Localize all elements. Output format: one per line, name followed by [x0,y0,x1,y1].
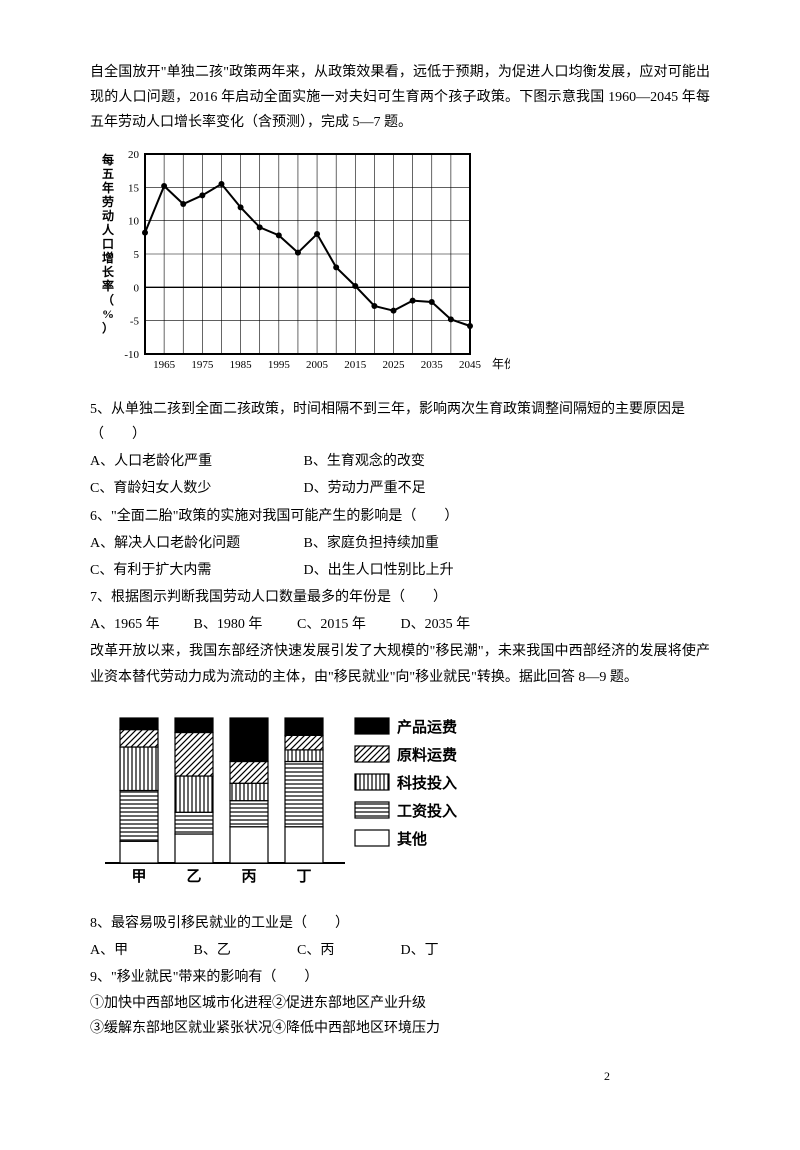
q7-opt-d: D、2035 年 [401,612,501,637]
svg-text:动: 动 [102,209,114,223]
labor-growth-chart: -10 -5 0 5 10 15 20 1965 1975 1985 1995 2005 2015 202… [90,144,710,393]
svg-text:20: 20 [128,149,140,161]
svg-text:口: 口 [102,237,114,251]
svg-text:-5: -5 [130,315,140,327]
svg-text:人: 人 [102,222,115,237]
svg-text:甲: 甲 [131,868,146,885]
svg-text:-10: -10 [124,349,139,361]
q8-opt-d: D、丁 [401,938,501,963]
svg-text:工资投入: 工资投入 [397,802,457,820]
svg-text:1975: 1975 [191,359,214,371]
svg-text:15: 15 [128,182,140,194]
q5-options-row1: A、人口老龄化严重 B、生育观念的改变 [90,449,710,474]
svg-text:2045: 2045 [459,359,482,371]
q6-options-row2: C、有利于扩大内需 D、出生人口性别比上升 [90,558,710,583]
svg-text:2015: 2015 [344,359,367,371]
q7-stem: 7、根据图示判断我国劳动人口数量最多的年份是（ ） [90,585,710,610]
q7-opt-b: B、1980 年 [194,612,294,637]
svg-text:年份: 年份 [492,357,510,371]
q6-opt-a: A、解决人口老龄化问题 [90,531,300,556]
intro-text-2: 改革开放以来，我国东部经济快速发展引发了大规模的"移民潮"，未来我国中西部经济的… [90,639,710,689]
page-number: 2 [604,1066,610,1088]
q9-line1: ①加快中西部地区城市化进程②促进东部地区产业升级 [90,991,710,1016]
q5-opt-c: C、育龄妇女人数少 [90,476,300,501]
q8-opt-c: C、丙 [297,938,397,963]
svg-text:10: 10 [128,215,140,227]
q9-line2: ③缓解东部地区就业紧张状况④降低中西部地区环境压力 [90,1016,710,1041]
q5-opt-a: A、人口老龄化严重 [90,449,300,474]
svg-text:2025: 2025 [383,359,406,371]
q5-options-row2: C、育龄妇女人数少 D、劳动力严重不足 [90,476,710,501]
svg-text:劳: 劳 [102,194,114,209]
q6-options-row1: A、解决人口老龄化问题 B、家庭负担持续加重 [90,531,710,556]
q6-opt-b: B、家庭负担持续加重 [304,531,514,556]
q7-opt-a: A、1965 年 [90,612,190,637]
industry-cost-chart: 甲 乙 丙 丁 产品运费原料运费科技投入工资投入其他 [90,698,710,907]
svg-text:（: （ [102,292,114,307]
svg-text:五: 五 [102,167,114,181]
q5-opt-b: B、生育观念的改变 [304,449,514,474]
q9-stem: 9、"移业就民"带来的影响有（ ） [90,965,710,990]
q8-opt-a: A、甲 [90,938,190,963]
svg-text:丁: 丁 [296,869,311,885]
svg-text:5: 5 [134,249,140,261]
q7-options: A、1965 年 B、1980 年 C、2015 年 D、2035 年 [90,612,710,637]
svg-text:丙: 丙 [241,868,256,885]
svg-text:1965: 1965 [153,359,176,371]
svg-text:2035: 2035 [421,359,444,371]
svg-text:其他: 其他 [397,830,427,848]
q8-stem: 8、最容易吸引移民就业的工业是（ ） [90,911,710,936]
svg-text:1995: 1995 [268,359,291,371]
svg-text:0: 0 [134,282,140,294]
svg-text:1985: 1985 [230,359,253,371]
svg-text:年: 年 [102,180,114,195]
q6-opt-d: D、出生人口性别比上升 [304,558,514,583]
svg-text:增: 增 [102,250,114,265]
q6-opt-c: C、有利于扩大内需 [90,558,300,583]
q5-opt-d: D、劳动力严重不足 [304,476,514,501]
q8-options: A、甲 B、乙 C、丙 D、丁 [90,938,710,963]
svg-text:长: 长 [102,264,115,279]
svg-text:）: ） [102,320,114,335]
svg-text:率: 率 [102,278,114,293]
svg-text:产品运费: 产品运费 [397,718,457,736]
intro-text-1: 自全国放开"单独二孩"政策两年来，从政策效果看，远低于预期，为促进人口均衡发展，… [90,60,710,136]
svg-text:原料运费: 原料运费 [397,746,457,764]
q8-opt-b: B、乙 [194,938,294,963]
q5-stem: 5、从单独二孩到全面二孩政策，时间相隔不到三年，影响两次生育政策调整间隔短的主要… [90,397,710,447]
svg-text:%: % [102,307,114,321]
q7-opt-c: C、2015 年 [297,612,397,637]
q6-stem: 6、"全面二胎"政策的实施对我国可能产生的影响是（ ） [90,504,710,529]
svg-text:乙: 乙 [186,869,201,885]
svg-text:科技投入: 科技投入 [397,774,457,792]
svg-text:每: 每 [102,152,114,167]
svg-text:2005: 2005 [306,359,329,371]
